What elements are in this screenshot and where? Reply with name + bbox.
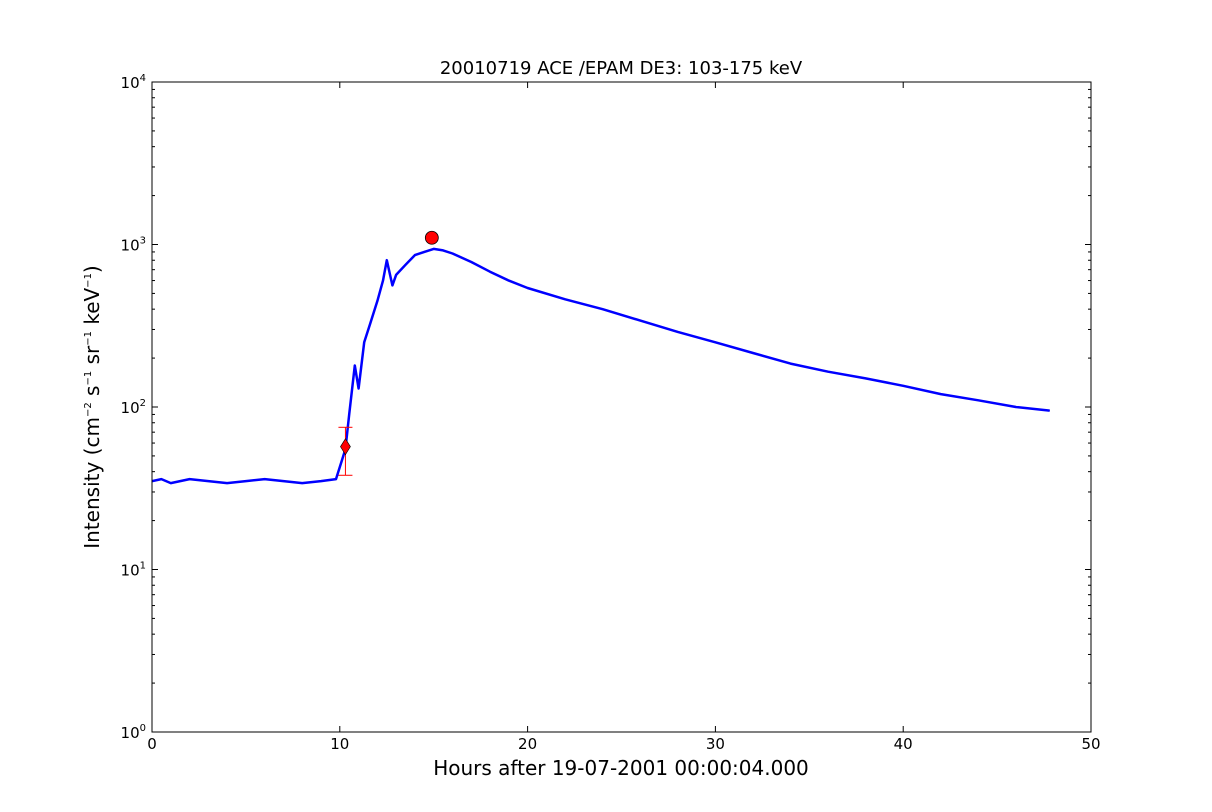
y-tick-label: 104 [121,73,146,92]
x-tick-label: 10 [330,735,349,753]
x-axis-label: Hours after 19-07-2001 00:00:04.000 [433,756,809,780]
peak-marker [424,230,439,245]
chart-title: 20010719 ACE /EPAM DE3: 103-175 keV [440,58,803,79]
series-layer [152,247,1050,485]
x-tick-labels: 0 10 20 30 40 50 [147,735,1100,753]
x-tick-label: 50 [1081,735,1100,753]
series-line-2 [152,247,1050,485]
y-axis-label: Intensity (cm−2 s−1 sr−1 keV−1) [80,265,104,549]
x-tick-label: 40 [894,735,913,753]
y-tick-label: 102 [121,398,146,417]
x-tick-label: 0 [147,735,157,753]
x-tick-label: 30 [706,735,725,753]
y-tick-label: 101 [121,561,146,580]
y-tick-label: 100 [121,723,146,742]
onset-marker [340,438,351,456]
y-tick-labels: 100 101 102 103 104 [121,73,146,742]
marker-layer [338,230,439,476]
series-line-1 [152,248,1050,484]
x-tick-label: 20 [518,735,537,753]
plot-frame [151,81,1092,733]
axis-ticks [151,81,1092,733]
y-tick-label: 103 [121,236,146,255]
